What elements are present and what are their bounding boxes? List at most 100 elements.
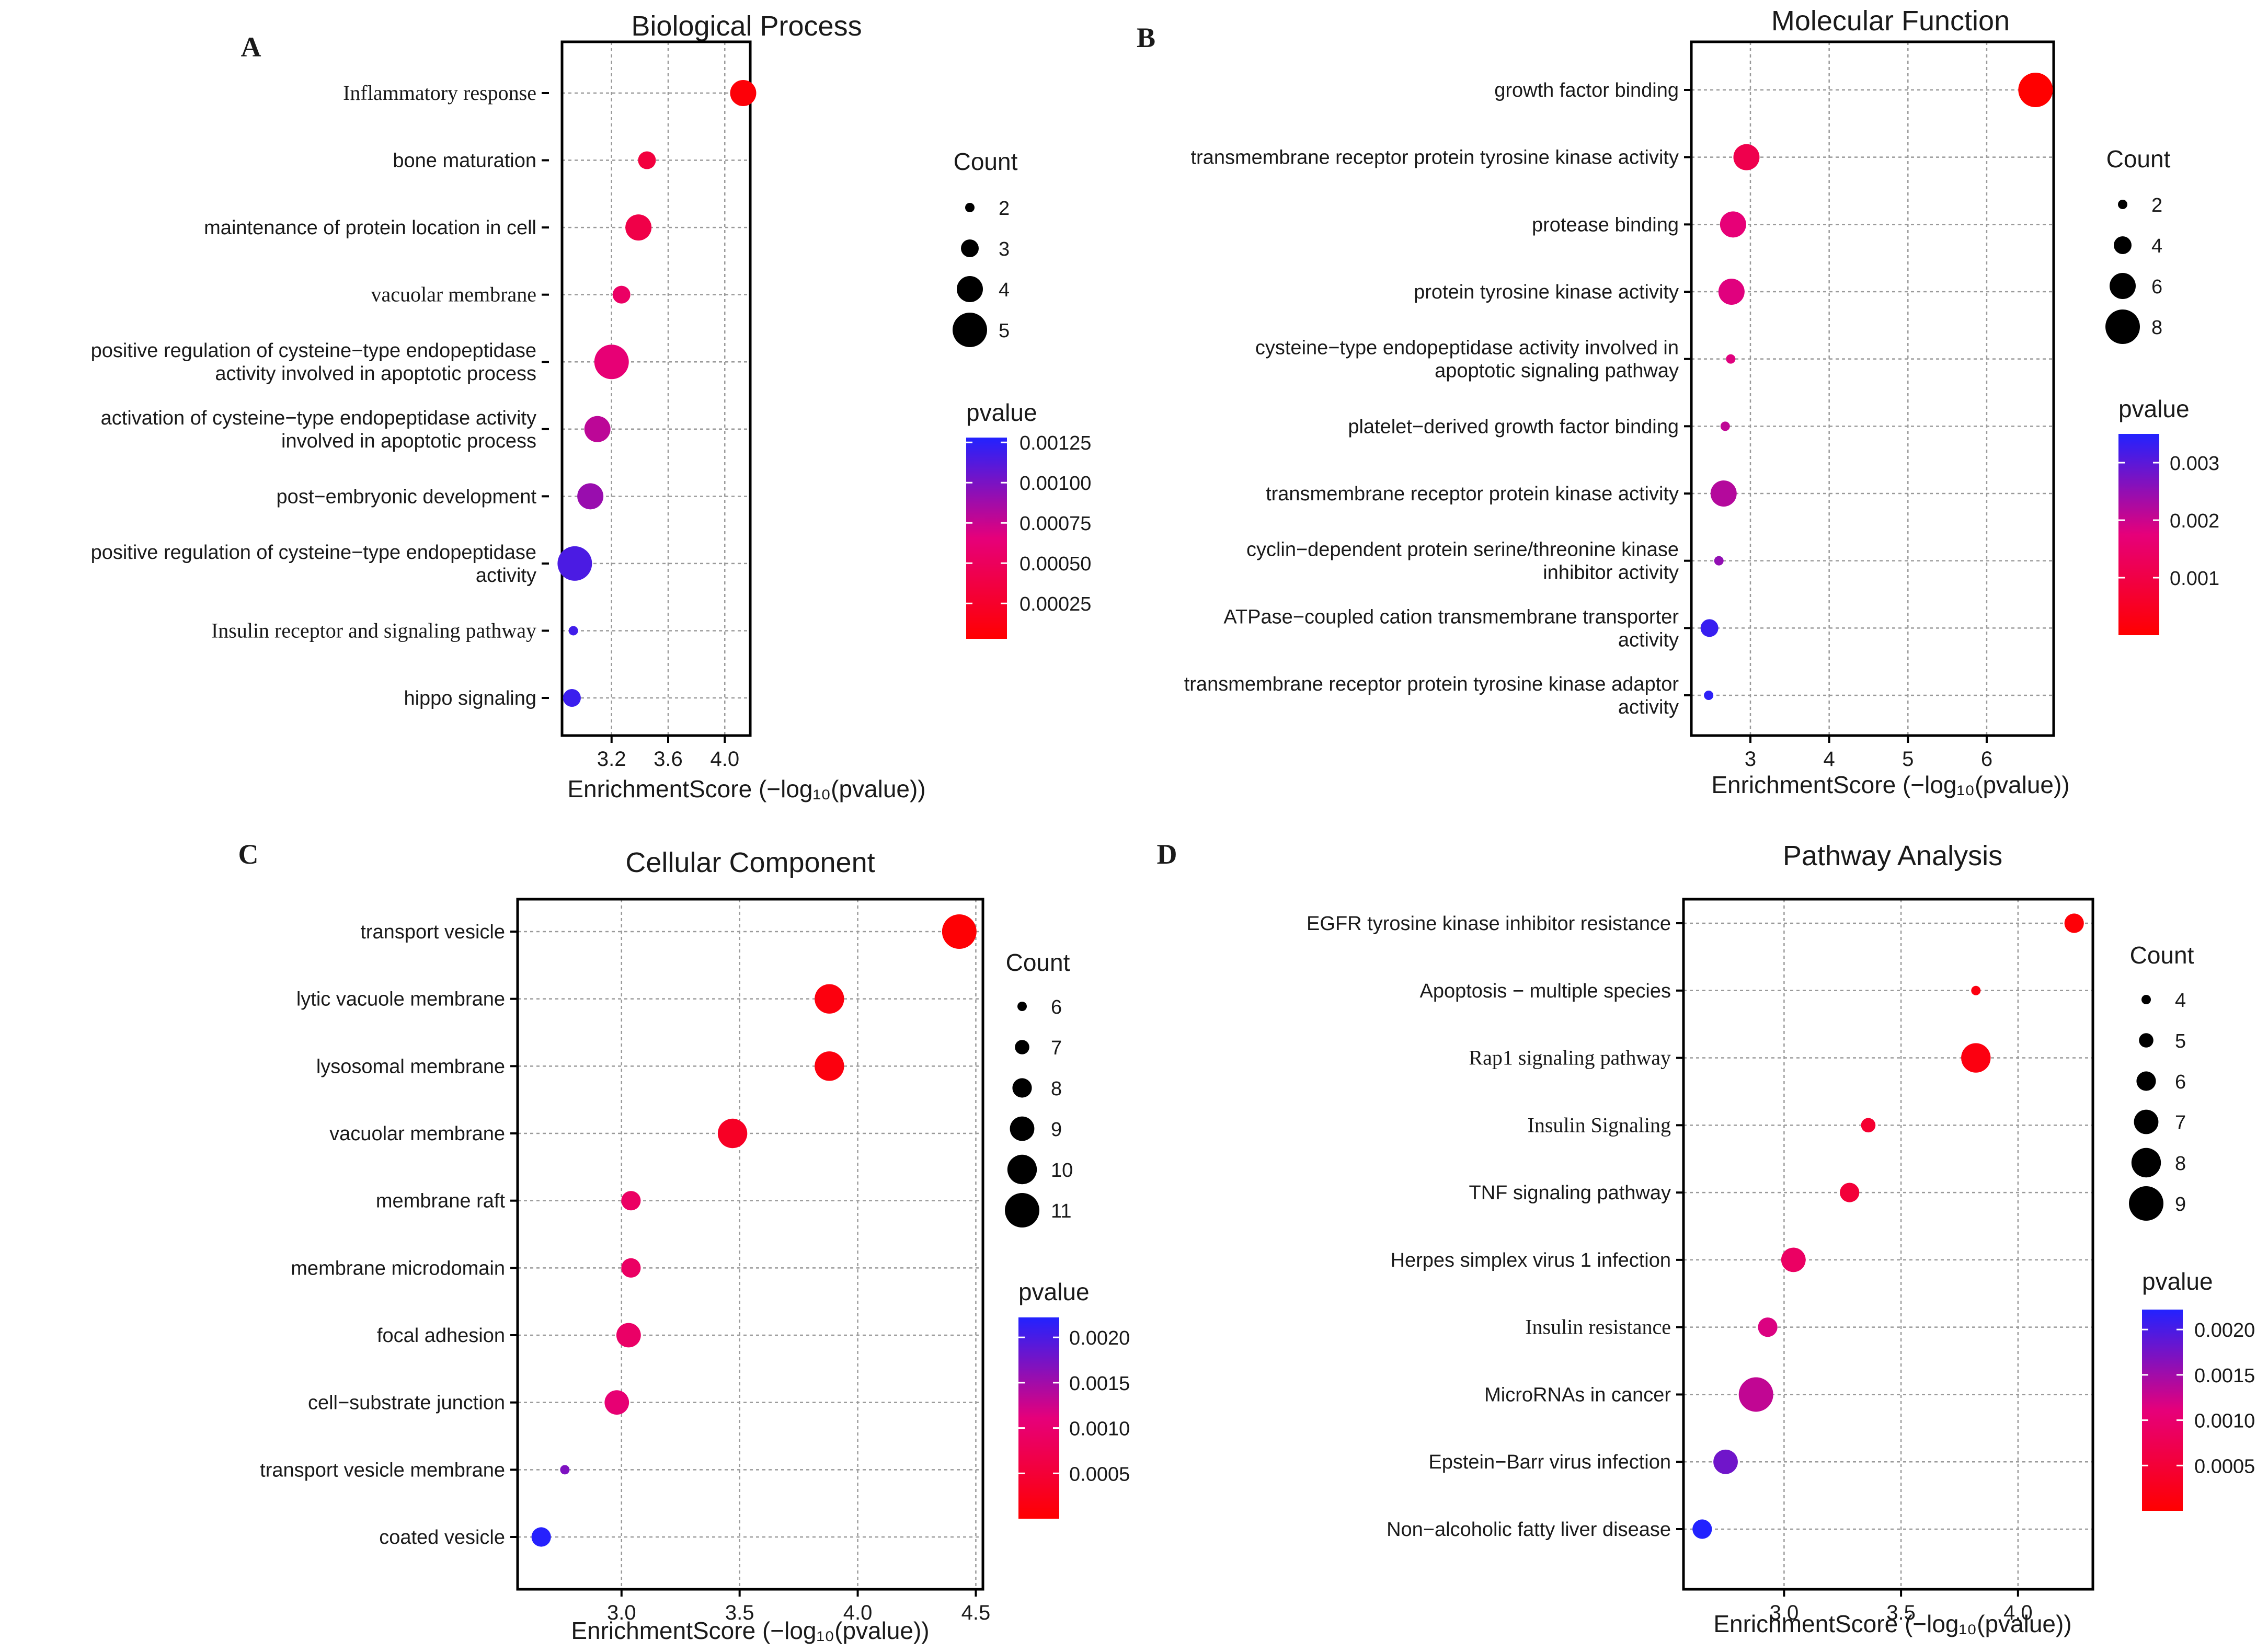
panel-b: B Molecular Function 3 4 5 6 growth factor bin… bbox=[1137, 5, 2219, 798]
color-legend-label: 0.0010 bbox=[2194, 1410, 2255, 1432]
size-legend-title: Count bbox=[2130, 942, 2194, 969]
y-tick-label: post−embryonic development bbox=[277, 486, 537, 508]
size-legend-dot bbox=[2139, 1033, 2154, 1048]
y-tick-label: transport vesicle bbox=[360, 921, 505, 943]
x-axis-label: EnrichmentScore (−log₁₀(pvalue)) bbox=[571, 1617, 929, 1644]
color-legend-label: 0.0015 bbox=[1069, 1373, 1130, 1395]
color-legend-title: pvalue bbox=[2142, 1268, 2213, 1295]
data-point bbox=[1704, 691, 1714, 700]
color-legend-label: 0.00075 bbox=[1020, 513, 1091, 535]
y-tick-label-line: transmembrane receptor protein tyrosine … bbox=[1190, 147, 1679, 169]
data-point bbox=[1971, 985, 1981, 995]
y-tick-label: vacuolar membrane bbox=[371, 283, 536, 306]
data-point bbox=[1718, 279, 1745, 305]
color-legend-label: 0.001 bbox=[2170, 568, 2219, 590]
y-tick-label-line: cell−substrate junction bbox=[308, 1392, 505, 1414]
data-point bbox=[584, 416, 611, 442]
y-tick-label: membrane microdomain bbox=[291, 1257, 505, 1279]
y-tick-label-line: activity bbox=[1618, 629, 1679, 651]
x-tick-label: 3.6 bbox=[654, 748, 683, 771]
data-point bbox=[1720, 211, 1746, 238]
x-tick-label: 3.2 bbox=[597, 748, 626, 771]
color-legend-label: 0.0015 bbox=[2194, 1365, 2255, 1387]
plot-frame bbox=[1690, 40, 2055, 737]
size-legend-label: 2 bbox=[2151, 194, 2162, 216]
x-tick-label: 4.0 bbox=[2003, 1601, 2033, 1624]
panel-label: C bbox=[238, 839, 259, 870]
size-legend-label: 6 bbox=[1051, 996, 1062, 1018]
size-legend-title: Count bbox=[1006, 949, 1070, 976]
y-tick-label-line: coated vesicle bbox=[379, 1527, 505, 1548]
size-legend-label: 8 bbox=[2175, 1153, 2186, 1175]
size-legend-label: 9 bbox=[2175, 1194, 2186, 1215]
y-tick-label-line: protein tyrosine kinase activity bbox=[1414, 281, 1679, 303]
size-legend-label: 8 bbox=[2151, 317, 2162, 339]
size-legend-label: 7 bbox=[2175, 1112, 2186, 1134]
data-point bbox=[531, 1527, 551, 1547]
size-legend-dot bbox=[2110, 273, 2136, 299]
color-legend-label: 0.0010 bbox=[1069, 1418, 1130, 1440]
x-tick-label: 4.0 bbox=[710, 748, 739, 771]
y-tick-label-line: Inflammatory response bbox=[343, 81, 536, 105]
y-tick-label-line: protease binding bbox=[1532, 214, 1679, 236]
y-tick-label: Inflammatory response bbox=[343, 81, 536, 105]
x-tick-label: 4.5 bbox=[961, 1601, 991, 1624]
y-tick-label: ATPase−coupled cation transmembrane tran… bbox=[1223, 606, 1679, 651]
x-tick-label: 3.0 bbox=[607, 1601, 636, 1624]
y-tick-label: TNF signaling pathway bbox=[1469, 1182, 1671, 1204]
plot-frame bbox=[1682, 898, 2094, 1591]
y-tick-label: lytic vacuole membrane bbox=[296, 989, 505, 1011]
y-tick-label-line: Apoptosis − multiple species bbox=[1419, 980, 1671, 1002]
y-tick-label: protease binding bbox=[1532, 214, 1679, 236]
y-tick-label-line: Insulin resistance bbox=[1525, 1315, 1671, 1339]
y-tick-label: vacuolar membrane bbox=[329, 1123, 505, 1145]
y-tick-label-line: MicroRNAs in cancer bbox=[1484, 1384, 1671, 1406]
size-legend-dot bbox=[2131, 1148, 2161, 1178]
y-tick-label: activation of cysteine−type endopeptidas… bbox=[101, 407, 536, 452]
size-legend-label: 6 bbox=[2151, 276, 2162, 298]
y-tick-label-line: bone maturation bbox=[393, 150, 536, 172]
data-point bbox=[1840, 1183, 1860, 1202]
y-tick-label: protein tyrosine kinase activity bbox=[1414, 281, 1679, 303]
size-legend-label: 4 bbox=[2175, 990, 2186, 1012]
panel-d: D Pathway Analysis 3.0 3.5 4.0 EGFR tyrosine … bbox=[1157, 839, 2255, 1637]
color-legend-label: 0.0005 bbox=[1069, 1463, 1130, 1485]
y-tick-label-line: cysteine−type endopeptidase activity inv… bbox=[1255, 337, 1679, 359]
y-tick-label-line: growth factor binding bbox=[1494, 79, 1679, 101]
y-tick-label-line: apoptotic signaling pathway bbox=[1435, 360, 1679, 382]
y-tick-label-line: membrane microdomain bbox=[291, 1257, 505, 1279]
chart-title: Biological Process bbox=[631, 10, 862, 42]
data-point bbox=[1781, 1247, 1806, 1272]
y-tick-label-line: activity involved in apoptotic process bbox=[215, 363, 536, 385]
x-tick-label: 3.5 bbox=[1886, 1601, 1916, 1624]
size-legend-dot bbox=[1015, 1040, 1029, 1054]
size-legend-dot bbox=[2136, 1071, 2156, 1091]
size-legend-dot bbox=[2134, 1109, 2159, 1134]
y-tick-label-line: EGFR tyrosine kinase inhibitor resistanc… bbox=[1307, 913, 1671, 935]
size-legend-dot bbox=[953, 313, 987, 347]
y-tick-label-line: Epstein−Barr virus infection bbox=[1428, 1451, 1671, 1473]
data-point bbox=[1720, 421, 1730, 431]
y-tick-label-line: vacuolar membrane bbox=[329, 1123, 505, 1145]
y-tick-label-line: inhibitor activity bbox=[1543, 562, 1679, 584]
x-axis-label: EnrichmentScore (−log₁₀(pvalue)) bbox=[1713, 1610, 2071, 1637]
y-tick-label-line: positive regulation of cysteine−type end… bbox=[91, 542, 536, 564]
y-tick-label: Insulin resistance bbox=[1525, 1315, 1671, 1339]
y-tick-label-line: activity bbox=[476, 565, 536, 587]
color-legend-label: 0.002 bbox=[2170, 510, 2219, 532]
y-tick-label: coated vesicle bbox=[379, 1527, 505, 1548]
size-legend-dot bbox=[1005, 1193, 1039, 1227]
data-point bbox=[621, 1191, 641, 1211]
y-tick-label: membrane raft bbox=[376, 1190, 506, 1212]
size-legend-label: 4 bbox=[2151, 235, 2162, 257]
data-point bbox=[1710, 480, 1737, 507]
size-legend-dot bbox=[1017, 1002, 1027, 1011]
data-point bbox=[1714, 556, 1724, 566]
y-tick-label-line: Herpes simplex virus 1 infection bbox=[1391, 1249, 1671, 1271]
y-tick-label: Non−alcoholic fatty liver disease bbox=[1387, 1519, 1671, 1541]
data-point bbox=[1738, 1377, 1773, 1412]
color-legend-title: pvalue bbox=[966, 399, 1037, 426]
data-point bbox=[1692, 1519, 1712, 1539]
y-tick-label-line: TNF signaling pathway bbox=[1469, 1182, 1671, 1204]
y-tick-label: EGFR tyrosine kinase inhibitor resistanc… bbox=[1307, 913, 1671, 935]
